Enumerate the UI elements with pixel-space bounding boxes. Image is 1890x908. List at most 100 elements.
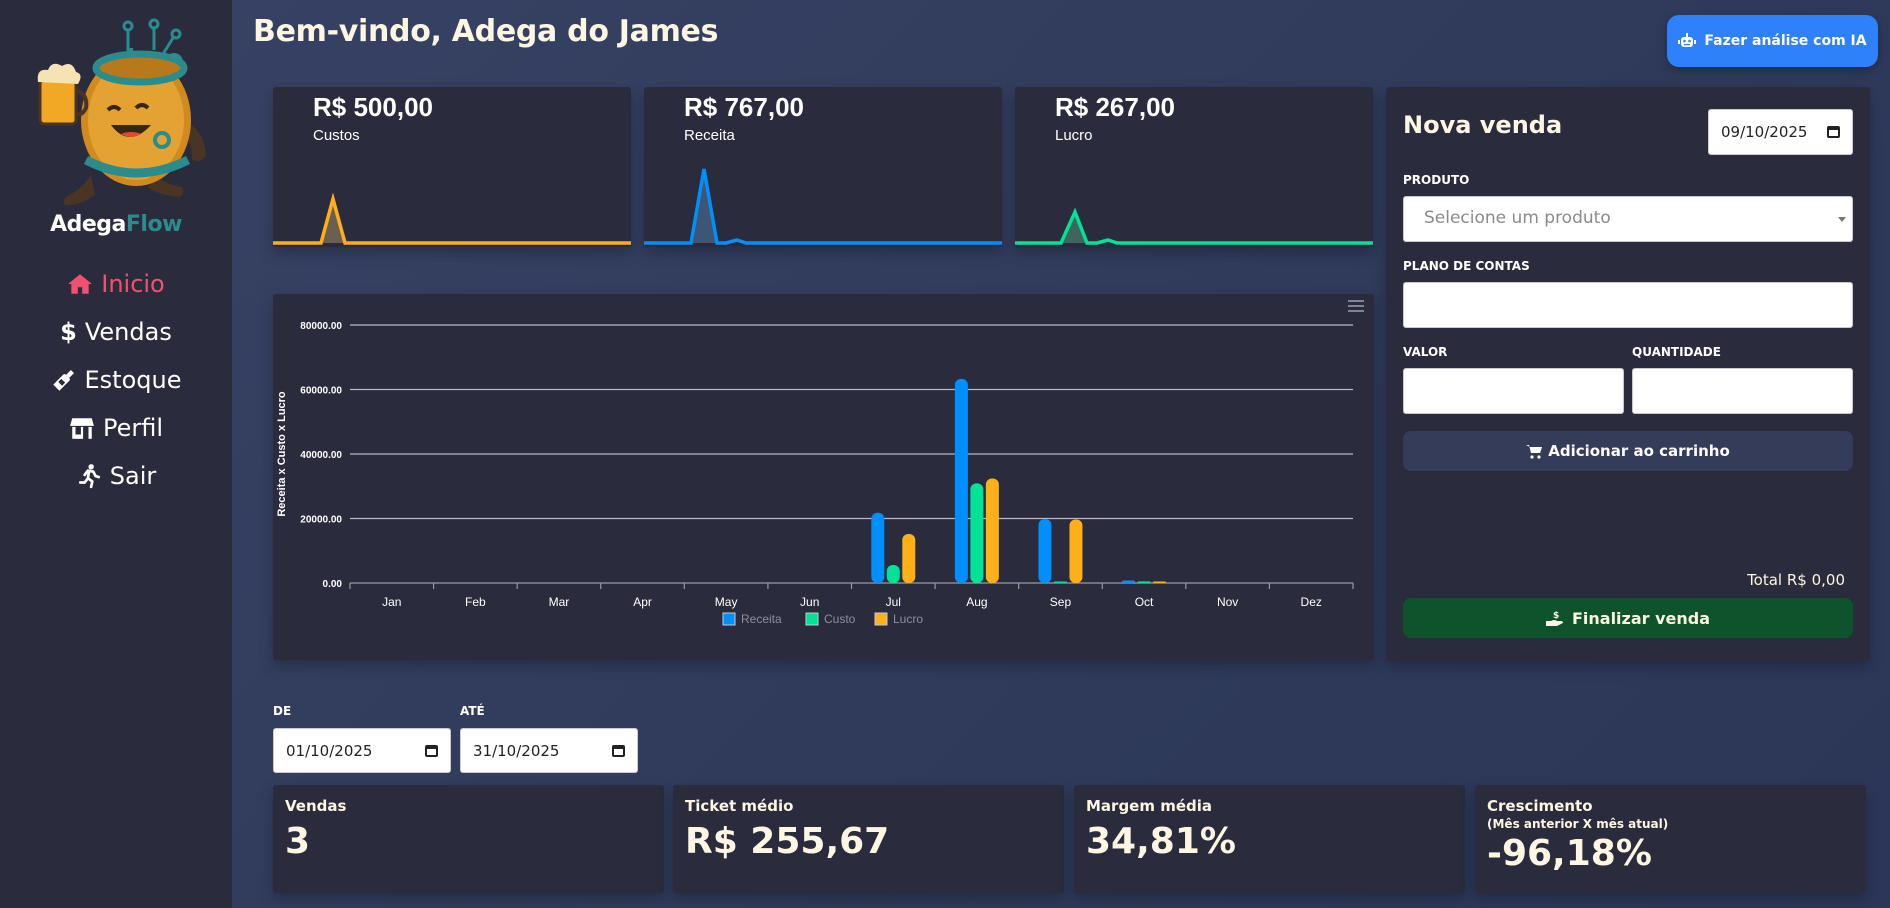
add-to-cart-label: Adicionar ao carrinho	[1548, 442, 1730, 460]
sale-date-value: 09/10/2025	[1721, 123, 1808, 141]
svg-text:Oct: Oct	[1135, 595, 1154, 609]
cart-icon	[1526, 444, 1543, 459]
svg-text:Nov: Nov	[1217, 595, 1238, 609]
sidebar-item-label: Estoque	[84, 366, 182, 394]
svg-text:Lucro: Lucro	[893, 612, 923, 626]
svg-text:Receita x Custo x Lucro: Receita x Custo x Lucro	[276, 391, 288, 517]
main-nav: Inicio $ Vendas Estoque Perfil Sair	[51, 267, 182, 493]
valor-input[interactable]	[1403, 368, 1624, 414]
quantidade-label: QUANTIDADE	[1632, 345, 1721, 359]
page-title: Bem-vindo, Adega do James	[253, 14, 719, 49]
barrel-mascot-logo-icon	[16, 10, 216, 210]
summary-card-lucro: R$ 267,00 Lucro	[1015, 87, 1373, 247]
sparkline-custos	[273, 192, 631, 245]
sidebar-item-vendas[interactable]: $ Vendas	[60, 315, 172, 349]
sale-date-input[interactable]: 09/10/2025	[1708, 109, 1853, 155]
kpi-title: Crescimento	[1487, 797, 1593, 815]
plano-contas-label: PLANO DE CONTAS	[1403, 259, 1530, 273]
plano-contas-input[interactable]	[1403, 282, 1853, 328]
brand-part-adega: Adega	[50, 212, 126, 237]
summary-label: Lucro	[1055, 127, 1093, 144]
cart-total: Total R$ 0,00	[1747, 571, 1845, 589]
add-to-cart-button[interactable]: Adicionar ao carrinho	[1403, 431, 1853, 471]
sparkline-lucro	[1015, 207, 1373, 245]
brand-part-flow: Flow	[125, 212, 183, 237]
kpi-value: 3	[285, 821, 311, 862]
kpi-card-margem-media: Margem média 34,81%	[1074, 785, 1465, 893]
sidebar-item-label: Inicio	[101, 270, 165, 298]
finish-sale-label: Finalizar venda	[1571, 608, 1711, 628]
summary-value: R$ 500,00	[313, 92, 433, 122]
svg-text:Apr: Apr	[633, 595, 652, 609]
new-sale-form: Nova venda 09/10/2025 PRODUTO Selecione …	[1386, 87, 1870, 661]
filter-to-value: 31/10/2025	[473, 741, 560, 760]
sidebar-item-inicio[interactable]: Inicio	[67, 267, 165, 301]
bottle-icon	[52, 370, 74, 391]
svg-text:Custo: Custo	[824, 612, 856, 626]
svg-text:Mar: Mar	[549, 595, 570, 609]
summary-card-receita: R$ 767,00 Receita	[644, 87, 1002, 247]
filter-to-label: ATÉ	[460, 704, 485, 718]
kpi-title: Ticket médio	[685, 797, 794, 815]
new-sale-title: Nova venda	[1403, 111, 1563, 139]
calendar-icon[interactable]	[425, 744, 438, 757]
svg-text:Feb: Feb	[465, 595, 486, 609]
svg-text:Jul: Jul	[886, 595, 901, 609]
filter-to-date[interactable]: 31/10/2025	[460, 728, 638, 773]
hand-coin-icon: $	[1545, 611, 1563, 626]
sidebar-item-estoque[interactable]: Estoque	[51, 363, 182, 397]
svg-text:May: May	[715, 595, 738, 609]
kpi-card-crescimento: Crescimento (Mês anterior X mês atual) -…	[1475, 785, 1866, 893]
summary-value: R$ 767,00	[684, 92, 804, 122]
sidebar-item-perfil[interactable]: Perfil	[69, 411, 163, 445]
svg-text:80000.00: 80000.00	[300, 321, 342, 332]
bar-chart-svg: 0.00 20000.00 40000.00 60000.00 80000.00 Rece…	[276, 321, 1354, 626]
summary-label: Receita	[684, 127, 735, 144]
produto-select[interactable]: Selecione um produto	[1403, 196, 1853, 242]
sidebar-item-label: Vendas	[84, 318, 172, 346]
svg-text:20000.00: 20000.00	[300, 515, 342, 526]
kpi-title: Vendas	[285, 797, 347, 815]
brand-name: AdegaFlow	[50, 212, 182, 237]
sidebar-item-label: Perfil	[102, 414, 164, 442]
filter-from-value: 01/10/2025	[286, 741, 373, 760]
kpi-value: -96,18%	[1487, 833, 1652, 874]
dollar-icon: $	[60, 318, 77, 346]
svg-text:Aug: Aug	[966, 595, 987, 609]
sparkline-receita	[644, 168, 1002, 245]
sidebar-item-label: Sair	[109, 462, 157, 490]
kpi-value: 34,81%	[1086, 821, 1236, 862]
filter-from-date[interactable]: 01/10/2025	[273, 728, 451, 773]
svg-text:40000.00: 40000.00	[300, 450, 342, 461]
finish-sale-button[interactable]: $ Finalizar venda	[1403, 598, 1853, 638]
summary-value: R$ 267,00	[1055, 92, 1175, 122]
svg-text:$: $	[1553, 611, 1559, 621]
robot-icon	[1678, 33, 1697, 47]
chart-menu-icon[interactable]	[1348, 300, 1364, 312]
main-content: Bem-vindo, Adega do James Fazer análise …	[232, 0, 1890, 908]
produto-placeholder: Selecione um produto	[1424, 208, 1611, 228]
valor-label: VALOR	[1403, 345, 1448, 359]
calendar-icon[interactable]	[612, 744, 625, 757]
calendar-icon[interactable]	[1827, 126, 1840, 138]
sidebar-item-sair[interactable]: Sair	[76, 459, 156, 493]
chevron-down-icon	[1838, 217, 1846, 222]
store-icon	[70, 418, 94, 439]
revenue-cost-profit-chart: 0.00 20000.00 40000.00 60000.00 80000.00 Rece…	[273, 294, 1374, 660]
kpi-subtitle: (Mês anterior X mês atual)	[1487, 817, 1669, 831]
svg-text:Jan: Jan	[382, 595, 401, 609]
kpi-card-vendas: Vendas 3	[273, 785, 664, 893]
ai-button-label: Fazer análise com IA	[1704, 33, 1867, 49]
produto-label: PRODUTO	[1403, 173, 1470, 187]
svg-text:0.00: 0.00	[323, 579, 343, 590]
ai-analysis-button[interactable]: Fazer análise com IA	[1667, 15, 1878, 67]
running-icon	[78, 464, 100, 489]
filter-from-label: DE	[273, 704, 292, 718]
quantidade-input[interactable]	[1632, 368, 1853, 414]
svg-text:Dez: Dez	[1301, 595, 1322, 609]
svg-text:60000.00: 60000.00	[300, 386, 342, 397]
kpi-title: Margem média	[1086, 797, 1213, 815]
svg-text:Receita: Receita	[741, 612, 782, 626]
home-icon	[68, 274, 93, 294]
summary-label: Custos	[313, 127, 360, 144]
